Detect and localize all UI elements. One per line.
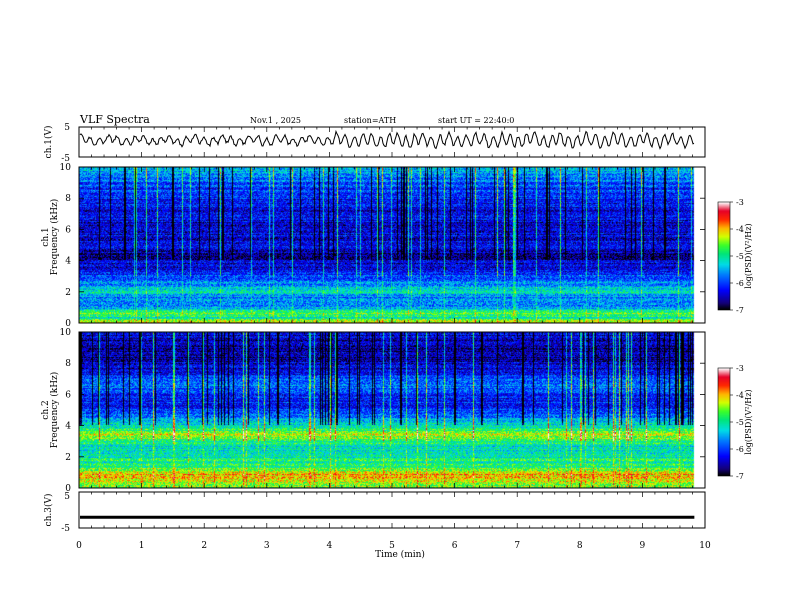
time-tick-label: 9 — [640, 541, 646, 551]
time-tick-label: 1 — [139, 541, 145, 551]
ch2-colorbar-label: log(PSD)(V²/Hz) — [744, 389, 753, 454]
ch3-voltage-frame — [78, 491, 706, 529]
ch2-spectrogram-heatmap — [79, 332, 705, 488]
ch3-voltage-ylabel: ch.3(V) — [43, 494, 54, 527]
ch1-spectrogram-ylabel-channel: ch.1 — [41, 227, 51, 246]
colorbar-tick-label: -5 — [736, 418, 744, 427]
station-label: station=ATH — [344, 116, 396, 125]
time-tick-label: 4 — [327, 541, 333, 551]
colorbar-tick-label: -3 — [736, 198, 744, 207]
colorbar-tick-label: -3 — [736, 364, 744, 373]
colorbar-tick-label: -4 — [736, 391, 744, 400]
frequency-tick-label: 2 — [65, 453, 71, 463]
ch1-colorbar-label: log(PSD)(V²/Hz) — [744, 223, 753, 288]
ch2-spectrogram-ylabel-frequency: Frequency (kHz) — [49, 372, 60, 449]
time-axis-labels: 0 1 2 3 4 5 6 7 8 9 10 — [76, 541, 711, 551]
time-tick-label: 7 — [514, 541, 520, 551]
time-tick-label: 10 — [699, 541, 711, 551]
colorbar-tick-label: -5 — [736, 252, 744, 261]
ch2-spectrogram-ylabel-channel: ch.2 — [41, 400, 51, 419]
time-tick-label: 8 — [577, 541, 583, 551]
time-tick-label: 2 — [201, 541, 207, 551]
ch1-ytick-neg5: -5 — [61, 154, 70, 164]
frequency-tick-label: 10 — [60, 328, 72, 338]
ch1-voltage-ylabel: ch.1(V) — [43, 126, 54, 159]
ch1-colorbar-gradient — [718, 202, 730, 310]
ch1-spectrogram-heatmap — [79, 167, 705, 323]
ch1-voltage-panel: 5 -5 ch.1(V) — [43, 123, 706, 164]
time-tick-label: 0 — [76, 541, 82, 551]
ch3-ytick-neg5: -5 — [61, 524, 70, 534]
figure-title: VLF Spectra — [79, 113, 150, 126]
frequency-tick-label: 0 — [65, 319, 71, 329]
frequency-tick-label: 6 — [65, 390, 71, 400]
frequency-tick-label: 6 — [65, 225, 71, 235]
frequency-tick-label: 2 — [65, 288, 71, 298]
ch2-spectrogram-panel: 0 2 4 6 8 10 ch.2 Frequency (kHz) — [41, 328, 706, 494]
frequency-tick-label: 10 — [60, 163, 72, 173]
colorbar-tick-label: -7 — [736, 472, 744, 481]
ch1-voltage-trace — [79, 129, 695, 150]
time-axis-ticks — [78, 127, 706, 528]
frequency-tick-label: 0 — [65, 484, 71, 494]
ch2-colorbar: -3 -4 -5 -6 -7 log(PSD)(V²/Hz) — [717, 364, 753, 481]
date-label: Nov.1 , 2025 — [250, 116, 301, 125]
ch1-spectrogram-panel: 0 2 4 6 8 10 ch.1 Frequency (kHz) — [41, 163, 706, 329]
time-tick-label: 3 — [264, 541, 270, 551]
ch1-colorbar: -3 -4 -5 -6 -7 log(PSD)(V²/Hz) — [717, 198, 753, 315]
colorbar-tick-label: -4 — [736, 225, 744, 234]
ch2-colorbar-gradient — [718, 368, 730, 476]
time-axis-title: Time (min) — [375, 549, 425, 560]
colorbar-tick-label: -6 — [736, 445, 744, 454]
colorbar-tick-label: -7 — [736, 306, 744, 315]
frequency-tick-label: 8 — [65, 359, 71, 369]
start-time-label: start UT = 22:40:0 — [438, 116, 514, 125]
frequency-tick-label: 8 — [65, 194, 71, 204]
frequency-tick-label: 4 — [65, 257, 71, 267]
ch1-ytick-5: 5 — [64, 123, 70, 133]
time-tick-label: 5 — [389, 541, 395, 551]
colorbar-tick-label: -6 — [736, 279, 744, 288]
frequency-tick-label: 4 — [65, 422, 71, 432]
time-tick-label: 6 — [452, 541, 458, 551]
ch3-ytick-5: 5 — [64, 492, 70, 502]
ch1-spectrogram-ylabel-frequency: Frequency (kHz) — [49, 199, 60, 276]
ch3-voltage-panel: 5 -5 ch.3(V) — [43, 491, 706, 534]
